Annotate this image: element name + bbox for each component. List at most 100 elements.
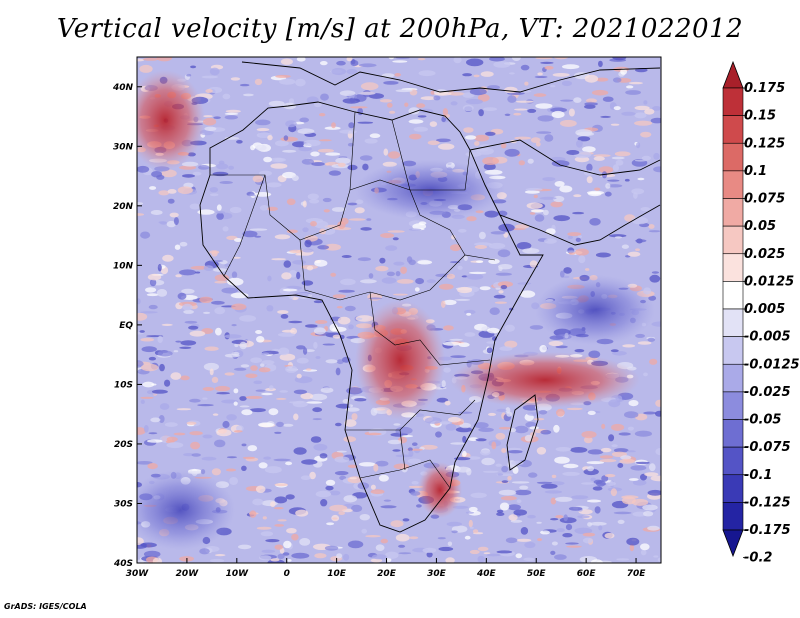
field-speckle bbox=[631, 188, 645, 195]
field-speckle bbox=[533, 93, 547, 97]
field-speckle bbox=[190, 441, 201, 450]
field-speckle bbox=[303, 139, 321, 147]
field-speckle bbox=[550, 497, 557, 505]
colorbar-box bbox=[722, 87, 744, 116]
field-speckle bbox=[601, 475, 609, 482]
field-speckle bbox=[649, 274, 661, 283]
field-speckle bbox=[568, 108, 575, 117]
field-speckle bbox=[507, 95, 517, 103]
field-speckle bbox=[486, 347, 493, 354]
field-speckle bbox=[536, 447, 547, 455]
field-speckle bbox=[621, 244, 630, 249]
field-speckle bbox=[612, 164, 620, 172]
field-speckle bbox=[390, 520, 404, 528]
field-speckle bbox=[582, 537, 593, 544]
field-speckle bbox=[320, 387, 334, 394]
field-speckle bbox=[393, 293, 408, 296]
field-speckle bbox=[600, 115, 611, 118]
field-speckle bbox=[348, 324, 354, 330]
field-speckle bbox=[631, 498, 649, 506]
field-speckle bbox=[548, 340, 564, 347]
field-speckle bbox=[553, 215, 570, 222]
field-speckle bbox=[498, 264, 513, 270]
field-speckle bbox=[268, 100, 285, 107]
field-speckle bbox=[191, 453, 201, 457]
field-speckle bbox=[395, 454, 413, 458]
field-speckle bbox=[550, 84, 556, 88]
field-speckle bbox=[469, 88, 487, 96]
field-speckle bbox=[586, 461, 604, 465]
field-speckle bbox=[647, 337, 656, 342]
field-speckle bbox=[555, 515, 564, 519]
field-speckle bbox=[595, 480, 606, 487]
field-speckle bbox=[556, 408, 565, 417]
field-speckle bbox=[528, 472, 538, 478]
field-speckle bbox=[258, 367, 271, 373]
field-speckle bbox=[598, 166, 614, 174]
field-speckle bbox=[562, 471, 580, 476]
field-speckle bbox=[511, 481, 530, 484]
map-frame bbox=[136, 56, 662, 564]
field-speckle bbox=[516, 242, 532, 250]
field-speckle bbox=[582, 532, 596, 537]
field-speckle bbox=[649, 463, 656, 472]
field-speckle bbox=[516, 538, 532, 542]
y-tick-label: 30S bbox=[114, 499, 133, 509]
field-speckle bbox=[328, 170, 341, 176]
field-speckle bbox=[306, 401, 323, 404]
red-region-mozambique bbox=[418, 462, 462, 518]
field-speckle bbox=[192, 171, 202, 176]
field-speckle bbox=[614, 236, 623, 239]
field-speckle bbox=[463, 255, 468, 261]
field-speckle bbox=[383, 81, 399, 85]
colorbar-box bbox=[722, 474, 744, 503]
field-speckle bbox=[464, 135, 477, 140]
field-speckle bbox=[166, 442, 184, 449]
field-speckle bbox=[265, 539, 280, 543]
field-speckle bbox=[173, 350, 179, 353]
field-speckle bbox=[636, 142, 641, 149]
field-speckle bbox=[536, 131, 552, 134]
field-speckle bbox=[143, 550, 161, 558]
field-speckle bbox=[589, 521, 607, 526]
field-speckle bbox=[387, 439, 402, 445]
field-speckle bbox=[174, 244, 181, 250]
field-speckle bbox=[324, 243, 341, 251]
field-speckle bbox=[273, 458, 291, 462]
field-speckle bbox=[416, 504, 422, 508]
field-speckle bbox=[189, 203, 201, 210]
field-speckle bbox=[454, 457, 471, 461]
field-speckle bbox=[158, 415, 165, 423]
field-speckle bbox=[324, 545, 339, 551]
field-speckle bbox=[345, 407, 360, 412]
field-speckle bbox=[475, 438, 487, 442]
field-speckle bbox=[337, 316, 351, 325]
field-speckle bbox=[655, 399, 661, 407]
field-speckle bbox=[292, 400, 308, 408]
field-speckle bbox=[458, 411, 473, 414]
field-speckle bbox=[280, 58, 293, 65]
field-speckle bbox=[336, 359, 344, 365]
field-speckle bbox=[270, 501, 276, 508]
field-speckle bbox=[335, 367, 341, 376]
field-speckle bbox=[137, 537, 144, 545]
field-speckle bbox=[644, 472, 659, 477]
field-speckle bbox=[224, 334, 242, 339]
colorbar-top-arrow bbox=[722, 60, 744, 89]
field-speckle bbox=[351, 504, 363, 512]
field-speckle bbox=[556, 528, 565, 533]
field-speckle bbox=[372, 554, 387, 560]
field-speckle bbox=[140, 231, 151, 239]
field-speckle bbox=[169, 212, 179, 218]
field-speckle bbox=[411, 481, 419, 485]
field-speckle bbox=[331, 122, 336, 129]
field-speckle bbox=[604, 474, 616, 478]
field-speckle bbox=[151, 389, 168, 394]
field-speckle bbox=[640, 207, 651, 212]
y-tick-label: 30N bbox=[113, 142, 134, 152]
field-speckle bbox=[305, 368, 312, 371]
field-speckle bbox=[312, 418, 322, 421]
field-speckle bbox=[601, 423, 606, 429]
field-speckle bbox=[310, 221, 317, 227]
